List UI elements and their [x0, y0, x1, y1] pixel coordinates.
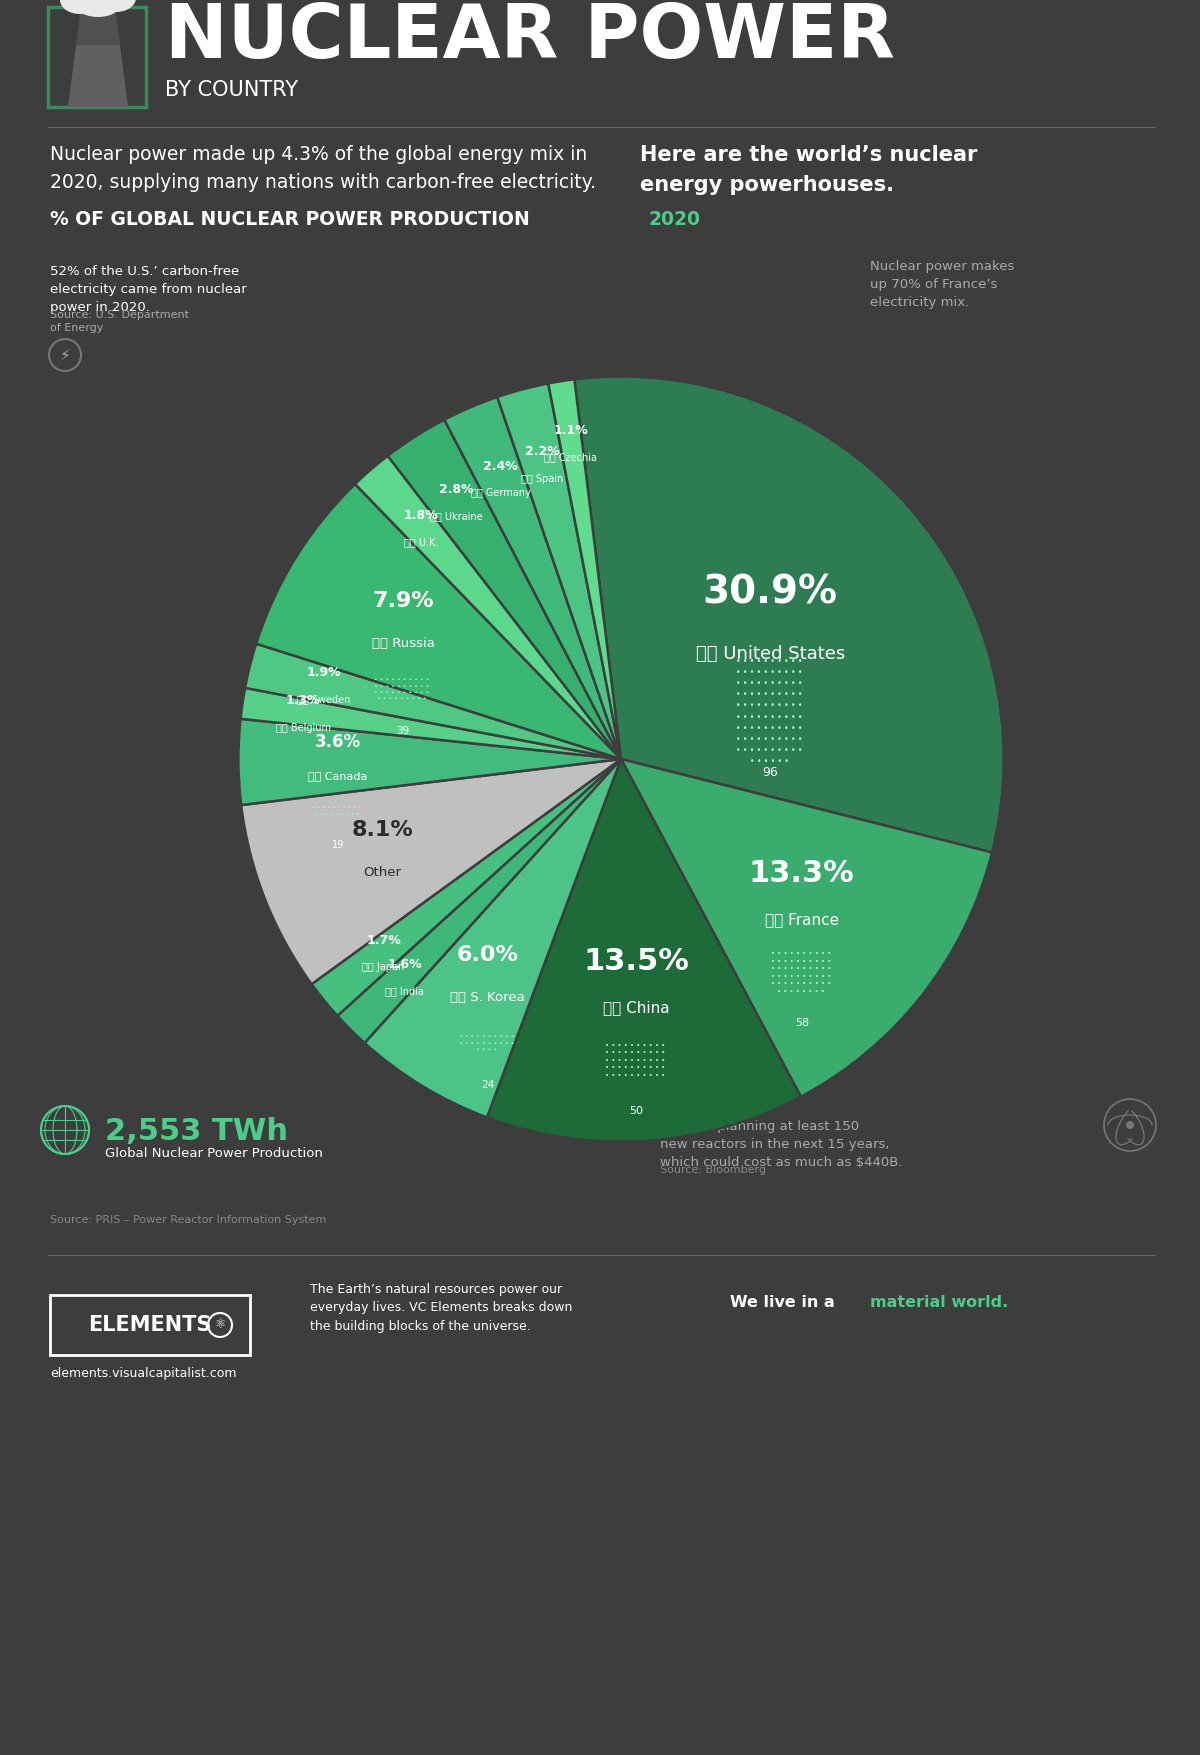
Wedge shape — [337, 758, 622, 1042]
Text: China is planning at least 150
new reactors in the next 15 years,
which could co: China is planning at least 150 new react… — [660, 1120, 902, 1169]
Text: 30.9%: 30.9% — [703, 574, 838, 612]
Text: 2.2%: 2.2% — [524, 446, 559, 458]
Ellipse shape — [96, 0, 136, 12]
Text: 🇨🇳 China: 🇨🇳 China — [602, 1000, 670, 1014]
Text: 58: 58 — [794, 1018, 809, 1028]
Text: Nuclear power makes
up 70% of France’s
electricity mix.: Nuclear power makes up 70% of France’s e… — [870, 260, 1014, 309]
Text: Other: Other — [364, 865, 402, 879]
Text: 2.8%: 2.8% — [439, 483, 474, 497]
Wedge shape — [548, 379, 622, 758]
Wedge shape — [245, 644, 622, 758]
Text: 2.4%: 2.4% — [484, 460, 518, 472]
Text: 50: 50 — [629, 1106, 643, 1116]
Text: • • • • • • • • • • 
• • • • • • • • • • 
• • • • • • • • • • 
• • • • • • • • •: • • • • • • • • • • • • • • • • • • • • … — [770, 951, 833, 995]
Text: 13.5%: 13.5% — [583, 946, 689, 976]
Text: 🇮🇳 India: 🇮🇳 India — [385, 986, 424, 995]
Text: 24: 24 — [481, 1079, 494, 1090]
Ellipse shape — [76, 0, 120, 18]
Text: 1.9%: 1.9% — [307, 667, 342, 679]
Text: • • • • • • • • • • 
• • • • • • • • • • 
• • • • • • • • • • 
• • • • • • • • •: • • • • • • • • • • • • • • • • • • • • … — [736, 656, 804, 765]
Wedge shape — [240, 688, 622, 758]
Text: ⚡: ⚡ — [60, 347, 71, 363]
Text: 🇩🇪 Germany: 🇩🇪 Germany — [470, 488, 530, 498]
Text: 🇷🇺 Russia: 🇷🇺 Russia — [372, 637, 434, 649]
Text: Source: U.S. Department
of Energy: Source: U.S. Department of Energy — [50, 311, 190, 333]
Wedge shape — [487, 758, 800, 1141]
Text: 🇺🇸 United States: 🇺🇸 United States — [696, 646, 845, 663]
Wedge shape — [497, 383, 622, 758]
Text: Nuclear power made up 4.3% of the global energy mix in
2020, supplying many nati: Nuclear power made up 4.3% of the global… — [50, 146, 596, 191]
Ellipse shape — [70, 0, 126, 12]
Text: • • • • • • • • • • 
• • • • • • • • • • 
• • • • • • • • • • 
• • • • • • • • •: • • • • • • • • • • • • • • • • • • • • … — [374, 677, 432, 700]
Text: • • • • • • • • • • 
• • • • • • • • •: • • • • • • • • • • • • • • • • • • • — [312, 806, 364, 816]
Text: We live in a: We live in a — [730, 1295, 840, 1309]
Text: 🇰🇷 S. Korea: 🇰🇷 S. Korea — [450, 990, 526, 1004]
Text: ⚛: ⚛ — [215, 1318, 226, 1332]
Text: 🇨🇿 Czechia: 🇨🇿 Czechia — [545, 451, 598, 462]
Text: • • • • • • • • • • 
• • • • • • • • • • 
• • • • • • • • • • 
• • • • • • • • •: • • • • • • • • • • • • • • • • • • • • … — [605, 1042, 667, 1079]
Text: 13.3%: 13.3% — [749, 860, 854, 888]
Text: 39: 39 — [396, 727, 409, 737]
Text: 7.9%: 7.9% — [372, 591, 434, 611]
Wedge shape — [444, 397, 622, 758]
Wedge shape — [355, 456, 622, 758]
Wedge shape — [241, 758, 622, 985]
Text: 🇧🇪 Belgium: 🇧🇪 Belgium — [276, 723, 330, 732]
Text: Source: Bloomberg: Source: Bloomberg — [660, 1165, 766, 1176]
Text: NUCLEAR POWER: NUCLEAR POWER — [166, 0, 895, 74]
Wedge shape — [622, 758, 992, 1097]
Text: 🇨🇦 Canada: 🇨🇦 Canada — [308, 772, 367, 781]
Text: 1.6%: 1.6% — [388, 958, 422, 971]
Wedge shape — [239, 720, 622, 806]
Polygon shape — [76, 7, 120, 46]
Wedge shape — [257, 484, 622, 758]
Text: 🇫🇷 France: 🇫🇷 France — [764, 913, 839, 927]
Text: material world.: material world. — [870, 1295, 1008, 1309]
Text: 2,553 TWh: 2,553 TWh — [106, 1116, 288, 1146]
Circle shape — [1126, 1121, 1134, 1128]
Text: 52% of the U.S.’ carbon-free
electricity came from nuclear
power in 2020.: 52% of the U.S.’ carbon-free electricity… — [50, 265, 247, 314]
Text: BY COUNTRY: BY COUNTRY — [166, 81, 298, 100]
Text: 🇸🇪 Sweden: 🇸🇪 Sweden — [298, 695, 350, 704]
Text: 96: 96 — [762, 767, 778, 779]
Text: 1.1%: 1.1% — [553, 423, 588, 437]
Text: 1.8%: 1.8% — [403, 509, 438, 523]
Text: Here are the world’s nuclear
energy powerhouses.: Here are the world’s nuclear energy powe… — [640, 146, 977, 195]
Text: • • • • • • • • • • 
• • • • • • • • • • 
• • • •: • • • • • • • • • • • • • • • • • • • • … — [460, 1034, 516, 1051]
Text: 2020: 2020 — [648, 211, 700, 228]
Wedge shape — [365, 758, 622, 1118]
Text: 🇯🇵 Japan: 🇯🇵 Japan — [362, 962, 404, 972]
Wedge shape — [575, 377, 1003, 853]
Text: 1.3%: 1.3% — [286, 695, 320, 707]
Polygon shape — [68, 46, 128, 107]
Text: 3.6%: 3.6% — [314, 734, 361, 751]
Text: % OF GLOBAL NUCLEAR POWER PRODUCTION: % OF GLOBAL NUCLEAR POWER PRODUCTION — [50, 211, 529, 228]
Text: ELEMENTS: ELEMENTS — [89, 1314, 211, 1336]
Text: Global Nuclear Power Production: Global Nuclear Power Production — [106, 1148, 323, 1160]
Text: 🇪🇸 Spain: 🇪🇸 Spain — [521, 474, 563, 484]
Wedge shape — [312, 758, 622, 1016]
Text: 🇬🇧 U.K.: 🇬🇧 U.K. — [403, 537, 438, 548]
Text: elements.visualcapitalist.com: elements.visualcapitalist.com — [50, 1367, 236, 1379]
Text: 19: 19 — [331, 841, 344, 851]
Ellipse shape — [60, 0, 100, 14]
Text: Source: PRIS – Power Reactor Information System: Source: PRIS – Power Reactor Information… — [50, 1214, 326, 1225]
Text: 🇺🇦 Ukraine: 🇺🇦 Ukraine — [430, 511, 482, 521]
Text: 8.1%: 8.1% — [352, 820, 413, 841]
Text: 6.0%: 6.0% — [457, 946, 518, 965]
Wedge shape — [388, 419, 622, 758]
Text: The Earth’s natural resources power our
everyday lives. VC Elements breaks down
: The Earth’s natural resources power our … — [310, 1283, 572, 1334]
Text: 1.7%: 1.7% — [366, 934, 401, 948]
